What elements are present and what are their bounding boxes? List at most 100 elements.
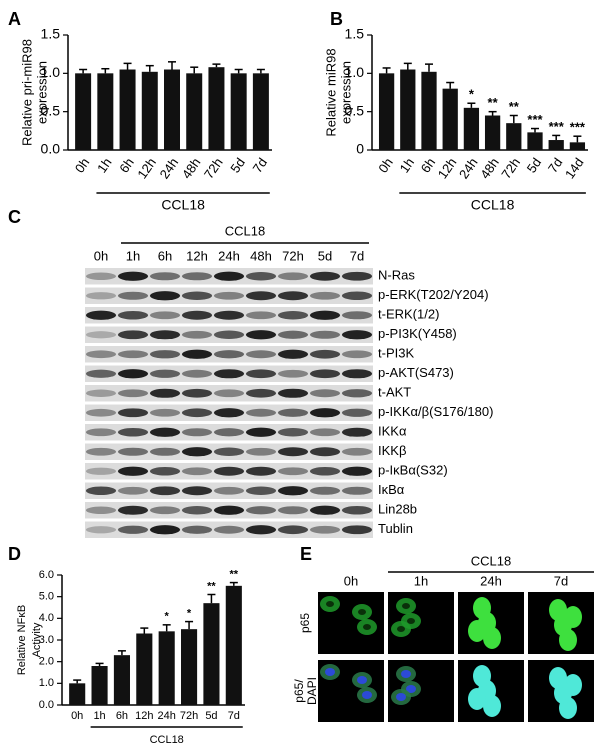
blot-band — [85, 408, 117, 417]
bar — [97, 73, 114, 150]
row-label: p-AKT(S473) — [378, 365, 454, 380]
bar — [463, 107, 480, 150]
blot-band — [309, 349, 341, 359]
blot-band — [213, 525, 245, 534]
bar — [158, 631, 175, 705]
blot-band — [117, 310, 149, 320]
lane-label: 7d — [350, 248, 364, 263]
blot-band — [117, 505, 149, 515]
blot-band — [341, 271, 373, 281]
blot-band — [245, 311, 277, 320]
y-axis-label: expression — [34, 61, 49, 124]
blot-band — [117, 271, 149, 281]
bar — [186, 73, 203, 150]
group-label: CCL18 — [471, 197, 515, 213]
blot-band — [149, 486, 181, 496]
blot-band — [181, 388, 213, 398]
blot-band — [309, 525, 341, 534]
bar — [484, 115, 501, 150]
y-axis-label: Relative pri-miR98 — [19, 39, 34, 146]
blot-band — [85, 526, 117, 534]
blot-band — [245, 525, 277, 535]
blot-band — [341, 389, 373, 398]
blot-band — [149, 369, 181, 378]
row-label: t-AKT — [378, 385, 411, 400]
blot-band — [245, 466, 277, 476]
blot-band — [245, 486, 277, 495]
x-tick-label: 6h — [116, 155, 137, 175]
cell — [549, 667, 567, 689]
blot-band — [309, 447, 341, 457]
bar — [569, 142, 586, 150]
row-label: Lin28b — [378, 502, 417, 517]
row-label: DAPI — [305, 677, 319, 705]
y-tick-label: 3.0 — [39, 634, 54, 646]
blot-band — [277, 525, 309, 535]
blot-band — [277, 506, 309, 515]
nucleus — [396, 693, 406, 701]
y-tick-label: 6.0 — [39, 569, 54, 581]
significance-label: *** — [570, 120, 586, 135]
blot-band — [309, 428, 341, 437]
blot-band — [85, 467, 117, 475]
blot-band — [309, 505, 341, 515]
blot-band — [341, 466, 373, 476]
nucleus — [401, 670, 411, 678]
x-tick-label: 6h — [116, 710, 128, 722]
blot-band — [245, 388, 277, 398]
blot-band — [309, 408, 341, 418]
blot-band — [181, 272, 213, 281]
blot-band — [213, 291, 245, 300]
blot-band — [213, 271, 245, 281]
x-tick-label: 72h — [180, 710, 198, 722]
cell — [549, 599, 567, 621]
blot-band — [149, 408, 181, 417]
y-tick-label: 0 — [356, 141, 364, 157]
blot-band — [341, 291, 373, 301]
blot-band — [181, 291, 213, 301]
y-axis-label: Relative NFκB — [16, 605, 28, 675]
x-tick-label: 0h — [72, 155, 93, 175]
blot-band — [245, 506, 277, 515]
blot-band — [117, 291, 149, 300]
blot-band — [85, 506, 117, 515]
y-tick-label: 1.5 — [345, 26, 365, 42]
blot-band — [85, 369, 117, 378]
blot-band — [85, 331, 117, 339]
bar — [141, 71, 158, 150]
blot-band — [341, 525, 373, 535]
column-label: 1h — [414, 573, 428, 588]
nucleus — [325, 668, 335, 676]
x-tick-label: 12h — [135, 710, 153, 722]
row-label: p-PI3K(Y458) — [378, 326, 457, 341]
lane-label: 48h — [250, 248, 272, 263]
blot-band — [309, 389, 341, 398]
blot-band — [149, 388, 181, 398]
blot-band — [181, 408, 213, 418]
blot-band — [245, 291, 277, 301]
blot-band — [341, 369, 373, 379]
significance-label: * — [469, 87, 475, 102]
nucleus — [406, 685, 416, 693]
group-label: CCL18 — [161, 197, 205, 213]
blot-band — [213, 447, 245, 456]
blot-band — [85, 447, 117, 456]
blot-band — [213, 428, 245, 437]
significance-label: ** — [509, 99, 520, 114]
nucleus-dark — [397, 626, 405, 632]
blot-band — [341, 330, 373, 340]
panel-label: C — [8, 207, 21, 227]
bar — [203, 603, 220, 705]
bar — [506, 123, 522, 150]
group-label: CCL18 — [471, 553, 511, 568]
significance-label: *** — [549, 119, 565, 134]
blot-band — [117, 369, 149, 379]
lane-label: 72h — [282, 248, 304, 263]
blot-band — [85, 292, 117, 300]
x-tick-label: 7d — [250, 155, 271, 175]
blot-band — [309, 369, 341, 379]
blot-band — [245, 427, 277, 437]
blot-band — [181, 525, 213, 534]
blot-band — [181, 428, 213, 437]
